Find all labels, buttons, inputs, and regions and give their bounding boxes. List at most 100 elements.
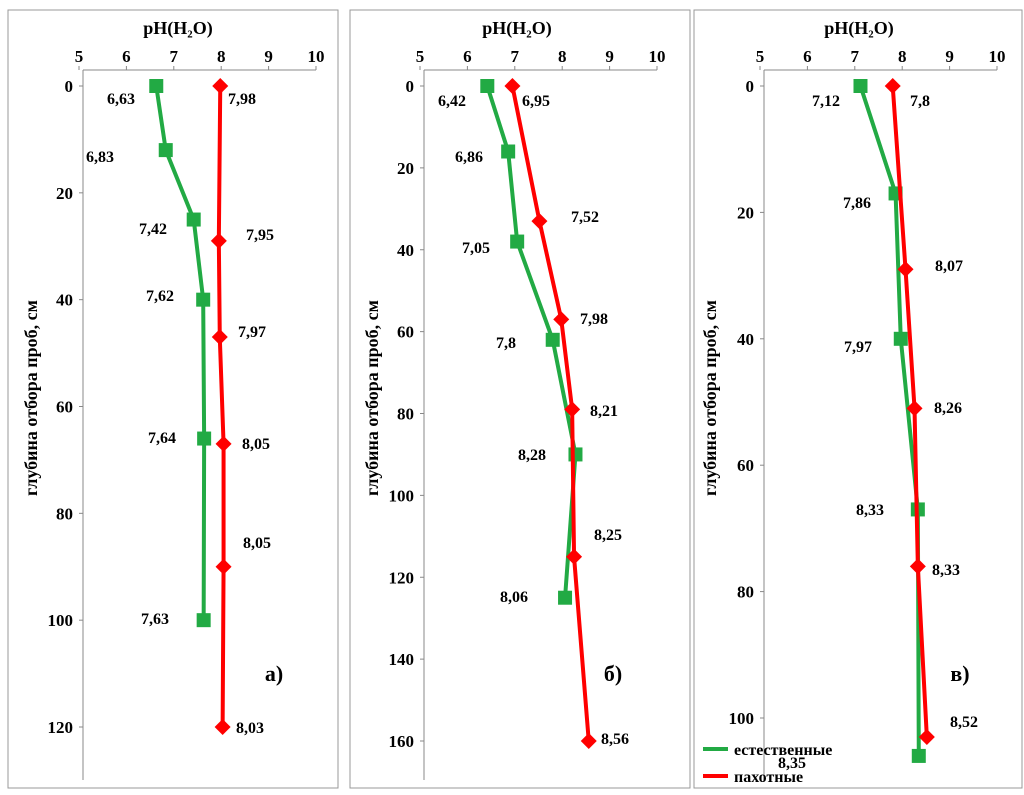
- x-tick-label: 6: [803, 47, 812, 66]
- y-tick-label: 100: [48, 611, 74, 630]
- data-label: 6,63: [107, 91, 135, 108]
- data-label: 6,42: [438, 93, 466, 110]
- panel-frame: [693, 9, 1023, 789]
- y-axis-title: глубина отбора проб, см: [700, 300, 720, 496]
- x-tick-label: 9: [945, 47, 954, 66]
- chart-panel-3: 5 6 7 8 9 10 pH(H₂O) 0 20 40 60 80 100 глубина отбора…: [693, 9, 1023, 789]
- data-label: 8,56: [601, 731, 629, 748]
- data-label: 7,8: [910, 93, 930, 110]
- y-axis-title: глубина отбора проб, см: [21, 300, 41, 496]
- data-label: 8,03: [236, 720, 264, 737]
- data-point: [531, 213, 548, 230]
- data-label: 8,33: [856, 502, 884, 519]
- chart-panel-1: 5 6 7 8 9 10 pH(H₂O) 0 20 40 60 80 100 120 глубина отб…: [7, 9, 339, 789]
- data-point: [884, 78, 901, 94]
- x-tick-label: 6: [122, 47, 131, 66]
- data-point: [197, 431, 212, 446]
- data-label: 6,86: [455, 149, 483, 166]
- data-point: [149, 79, 164, 93]
- data-label: 8,05: [242, 436, 270, 453]
- x-tick-label: 10: [649, 47, 666, 66]
- y-tick-label: 80: [397, 405, 414, 424]
- data-label: 6,95: [522, 93, 550, 110]
- x-tick-label: 8: [898, 47, 907, 66]
- x-axis-title: pH(H₂O): [143, 18, 212, 39]
- data-point: [215, 558, 232, 575]
- series-line-arable: [510, 85, 591, 742]
- data-point: [580, 733, 597, 749]
- y-tick-label: 100: [389, 486, 415, 505]
- x-tick-label: 6: [463, 47, 472, 66]
- data-label: 7,62: [146, 288, 174, 305]
- data-point: [545, 332, 560, 347]
- series-line-natural: [154, 85, 207, 621]
- data-point: [215, 435, 232, 452]
- y-tick-label: 120: [48, 718, 74, 737]
- data-label: 7,42: [139, 221, 167, 238]
- data-point: [211, 329, 228, 346]
- data-point: [212, 78, 229, 94]
- data-label: 7,05: [462, 240, 490, 257]
- panel-label: в): [950, 661, 969, 686]
- data-point: [501, 144, 516, 159]
- x-tick-label: 10: [989, 47, 1006, 66]
- data-label: 7,97: [844, 339, 872, 356]
- data-point: [214, 719, 231, 735]
- x-tick-label: 7: [851, 47, 860, 66]
- data-point: [897, 261, 914, 278]
- data-label: 7,97: [238, 324, 266, 341]
- data-point: [853, 79, 868, 93]
- x-tick-label: 5: [75, 47, 84, 66]
- y-tick-label: 0: [746, 77, 755, 96]
- data-label: 8,07: [935, 258, 963, 275]
- data-label: 7,98: [580, 311, 608, 328]
- data-point: [906, 400, 923, 417]
- x-tick-label: 8: [217, 47, 226, 66]
- data-point: [918, 728, 935, 745]
- y-tick-label: 120: [389, 568, 415, 587]
- data-point: [196, 613, 211, 628]
- data-label: 7,86: [843, 195, 871, 212]
- y-tick-label: 20: [56, 184, 73, 203]
- x-tick-label: 7: [511, 47, 520, 66]
- panel-frame: [349, 9, 691, 789]
- data-label: 8,52: [950, 714, 978, 731]
- y-tick-label: 40: [56, 291, 73, 310]
- panel-label: б): [604, 661, 622, 686]
- data-label: 6,83: [86, 149, 114, 166]
- y-tick-label: 20: [737, 203, 754, 222]
- data-point: [893, 331, 908, 346]
- data-label: 7,64: [148, 430, 176, 447]
- y-tick-label: 100: [729, 709, 755, 728]
- data-label: 8,25: [594, 527, 622, 544]
- data-label: 8,28: [518, 447, 546, 464]
- data-point: [909, 558, 926, 575]
- y-tick-label: 0: [65, 77, 74, 96]
- data-point: [196, 292, 211, 307]
- x-tick-label: 7: [170, 47, 179, 66]
- data-point: [566, 548, 583, 565]
- y-tick-label: 80: [56, 504, 73, 523]
- x-tick-label: 5: [756, 47, 765, 66]
- legend-label: естественные: [734, 742, 832, 759]
- data-point: [480, 79, 495, 93]
- data-label: 8,35: [778, 755, 806, 772]
- y-tick-label: 140: [389, 650, 415, 669]
- data-label: 8,33: [932, 562, 960, 579]
- x-tick-label: 10: [308, 47, 325, 66]
- data-label: 7,8: [496, 335, 516, 352]
- panel-label: а): [265, 661, 283, 686]
- data-label: 8,06: [500, 589, 528, 606]
- y-tick-label: 0: [406, 77, 415, 96]
- data-label: 7,95: [246, 227, 274, 244]
- x-tick-label: 5: [416, 47, 425, 66]
- data-point: [504, 78, 521, 94]
- legend: естественные пахотные: [703, 742, 832, 786]
- data-label: 7,52: [571, 209, 599, 226]
- data-point: [911, 748, 926, 763]
- y-tick-label: 20: [397, 159, 414, 178]
- data-label: 7,12: [812, 93, 840, 110]
- y-tick-label: 80: [737, 583, 754, 602]
- data-label: 8,26: [934, 400, 962, 417]
